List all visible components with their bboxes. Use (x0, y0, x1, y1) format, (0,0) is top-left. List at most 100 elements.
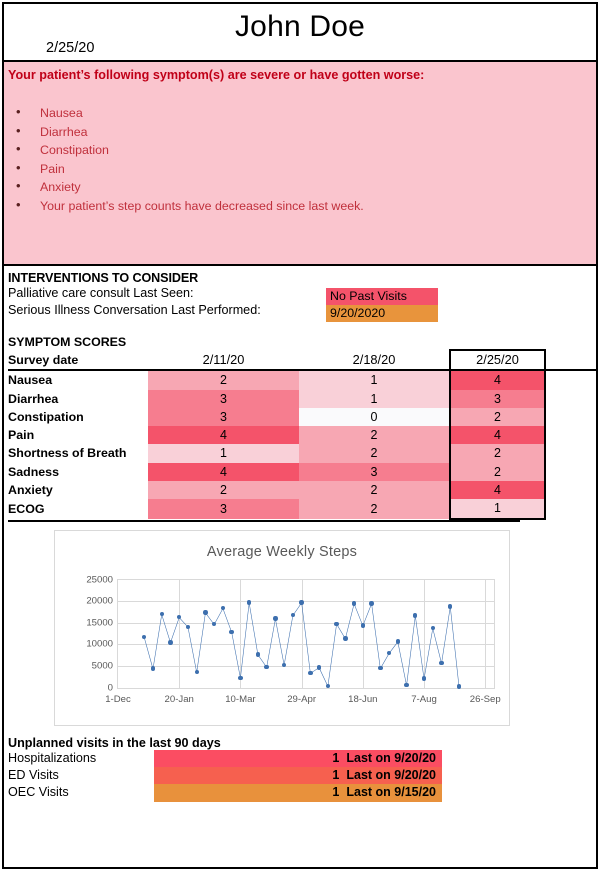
visit-value-row: 1 Last on 9/20/20 (154, 767, 442, 785)
visit-count: 1 (332, 750, 340, 765)
gridline-horizontal (118, 666, 494, 668)
visit-label-1: ED Visits (8, 768, 59, 783)
score-cell: 2 (449, 462, 546, 482)
alert-item: Diarrhea (4, 122, 596, 142)
data-point (229, 629, 234, 635)
score-cell: 2 (299, 481, 450, 500)
symptom-label: Pain (8, 428, 35, 443)
page-header: 2/25/20 John Doe (4, 4, 596, 62)
data-point (351, 601, 357, 606)
visit-label-2: OEC Visits (8, 785, 69, 800)
y-axis-tick-label: 0 (107, 682, 113, 694)
table-row: Anxiety 2 2 4 (8, 481, 596, 500)
data-point (360, 623, 366, 628)
visit-values: 1 Last on 9/20/20 1 Last on 9/20/20 1 Last on… (154, 749, 442, 802)
data-point (185, 624, 191, 629)
data-point (413, 613, 418, 618)
y-axis-tick-label: 25000 (86, 574, 113, 586)
data-point (430, 625, 435, 631)
data-point (448, 604, 453, 609)
data-point (290, 612, 296, 618)
table-row: ECOG 3 2 1 (8, 499, 596, 520)
table-row: Shortness of Breath 1 2 2 (8, 444, 596, 463)
gridline-vertical (424, 579, 426, 688)
spacer (545, 463, 596, 481)
x-axis-tick-label: 10-Mar (225, 693, 256, 705)
symptom-label: Constipation (8, 409, 84, 424)
visit-count: 1 (332, 785, 340, 800)
table-row: Sadness 4 3 2 (8, 462, 596, 482)
symptom-label: ECOG (8, 501, 45, 516)
spacer (545, 481, 596, 499)
gridline-vertical (179, 579, 181, 688)
data-point (316, 665, 322, 670)
score-cell: 1 (299, 369, 450, 390)
serious-illness-conversation-value: 9/20/2020 (326, 305, 438, 322)
data-point (168, 640, 173, 645)
column-header-date-0: 2/11/20 (148, 350, 299, 372)
spacer (545, 390, 596, 408)
data-point (255, 652, 261, 657)
symptom-label: Anxiety (8, 483, 53, 498)
score-cell: 1 (148, 444, 299, 463)
visit-last-date: Last on 9/20/20 (346, 768, 436, 783)
score-cell: 2 (148, 369, 299, 390)
gridline-horizontal (118, 622, 494, 624)
x-axis-tick-label: 1-Dec (105, 693, 131, 705)
data-point (211, 621, 217, 627)
gridline-horizontal (118, 644, 494, 646)
gridline-vertical (362, 579, 364, 688)
table-row: Constipation 3 0 2 (8, 407, 596, 427)
symptom-scores-table: Survey date 2/11/20 2/18/20 2/25/20 Naus… (8, 348, 596, 520)
data-point (142, 634, 147, 640)
x-axis-tick-label: 18-Jun (348, 693, 378, 705)
score-cell: 1 (299, 389, 450, 408)
data-point (439, 660, 444, 666)
visit-label-0: Hospitalizations (8, 750, 97, 765)
score-cell: 3 (449, 389, 546, 408)
column-header-date-1: 2/18/20 (299, 350, 450, 372)
spacer (545, 444, 596, 462)
symptom-scores-heading: SYMPTOM SCORES (8, 335, 127, 349)
data-point (334, 621, 339, 626)
spacer (545, 499, 596, 518)
data-point (194, 669, 199, 675)
palliative-care-value: No Past Visits (326, 288, 438, 305)
table-row: Pain 4 2 4 (8, 426, 596, 445)
y-axis-tick-label: 15000 (86, 617, 113, 629)
data-point (395, 639, 400, 644)
alert-symptom-list: NauseaDiarrheaConstipationPainAnxietyYou… (4, 103, 596, 216)
y-axis-tick-label: 5000 (91, 660, 113, 672)
steps-chart: Average Weekly Steps 0 5000 10000 15000 2000… (54, 529, 510, 726)
data-point (369, 601, 374, 606)
chart-plot-area: 0 5000 10000 15000 20000 25000 1-Dec 20-Jan 10-M… (86, 574, 500, 705)
score-cell: 3 (148, 499, 299, 519)
alert-item: Nausea (4, 103, 596, 123)
y-axis-tick-label: 20000 (86, 595, 113, 607)
symptom-label: Nausea (8, 369, 142, 390)
data-point (273, 616, 278, 621)
intervention-label-0: Palliative care consult Last Seen: (8, 286, 194, 300)
data-point (238, 675, 243, 680)
interventions-heading: INTERVENTIONS TO CONSIDER (8, 271, 199, 285)
x-axis-tick-label: 29-Apr (287, 693, 317, 705)
data-point (203, 610, 208, 615)
data-point (378, 666, 383, 671)
score-cell: 2 (148, 481, 299, 500)
table-row: Diarrhea 3 1 3 (8, 389, 596, 408)
alert-item: Anxiety (4, 177, 596, 197)
x-axis-tick-label: 7-Aug (411, 693, 437, 705)
symptom-label: Diarrhea (8, 391, 59, 406)
score-cell: 2 (449, 407, 546, 427)
score-cell: 1 (449, 499, 546, 520)
data-point (220, 605, 226, 611)
score-cell: 3 (148, 389, 299, 408)
alert-item: Pain (4, 159, 596, 179)
chart-series-steps (118, 580, 494, 688)
alert-item: Constipation (4, 140, 596, 160)
data-point (343, 636, 348, 641)
interventions-section: INTERVENTIONS TO CONSIDER Palliative car… (8, 271, 596, 331)
alert-item: Your patient’s step counts have decrease… (4, 196, 596, 216)
intervention-values: No Past Visits 9/20/2020 (326, 288, 438, 322)
gridline-vertical (485, 579, 487, 688)
